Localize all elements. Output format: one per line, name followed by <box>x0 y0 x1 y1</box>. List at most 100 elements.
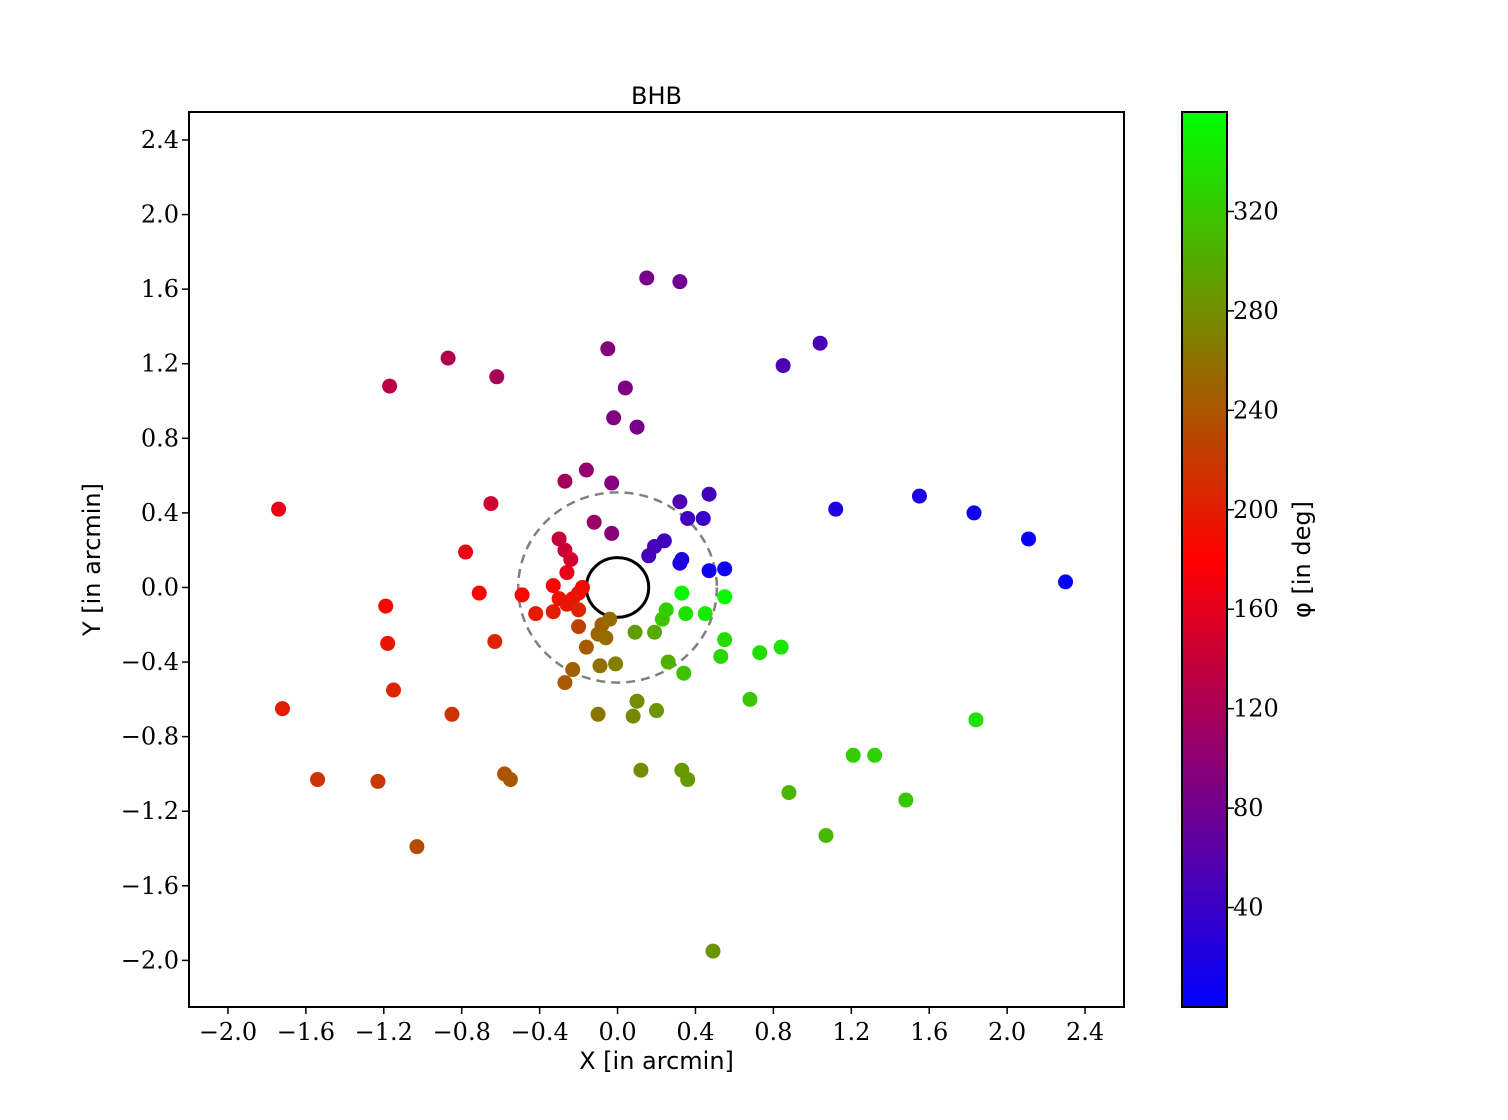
data-point <box>592 658 608 674</box>
x-tick-label: 1.6 <box>910 1018 948 1046</box>
colorbar <box>1181 111 1228 1008</box>
y-tick-label: −1.6 <box>121 872 179 900</box>
colorbar-label: φ [in deg] <box>1288 501 1316 618</box>
x-tick-label: −2.0 <box>199 1018 257 1046</box>
y-tick-label: 1.2 <box>141 350 179 378</box>
data-point <box>705 943 721 959</box>
x-tick-label: −0.4 <box>510 1018 568 1046</box>
data-point <box>578 639 594 655</box>
colorbar-tick-label: 320 <box>1233 197 1279 225</box>
data-point <box>557 473 573 489</box>
y-tick-label: 0.4 <box>141 499 179 527</box>
data-point <box>676 665 692 681</box>
x-tick-label: 0.4 <box>676 1018 714 1046</box>
data-point <box>598 630 614 646</box>
data-point <box>559 596 575 612</box>
data-point <box>968 712 984 728</box>
data-point <box>697 606 713 622</box>
data-point <box>629 419 645 435</box>
y-tick-label: 1.6 <box>141 275 179 303</box>
data-point <box>571 619 587 635</box>
data-point <box>1021 531 1037 547</box>
data-point <box>625 708 641 724</box>
data-point <box>606 410 622 426</box>
data-point <box>717 561 733 577</box>
x-axis-ticks: −2.0 −1.6 −1.2 −0.8 −0.4 0.0 0.4 0.8 1.2 1.6 2.0 2.… <box>199 1007 1104 1046</box>
data-point <box>713 648 729 664</box>
x-axis-label: X [in arcmin] <box>579 1047 734 1075</box>
data-point <box>627 624 643 640</box>
data-point <box>701 486 717 502</box>
data-point <box>752 645 768 661</box>
data-point <box>571 602 587 618</box>
colorbar-tick-label: 200 <box>1233 496 1279 524</box>
colorbar-tick-label: 80 <box>1233 794 1264 822</box>
colorbar-ticks: 40 80 120 160 200 240 280 320 <box>1227 197 1279 922</box>
data-point <box>680 510 696 526</box>
x-tick-label: −1.2 <box>355 1018 413 1046</box>
y-tick-label: 2.0 <box>141 201 179 229</box>
x-tick-label: 2.4 <box>1066 1018 1104 1046</box>
data-point <box>444 706 460 722</box>
data-point <box>701 563 717 579</box>
y-tick-label: −1.2 <box>121 797 179 825</box>
colorbar-tick-label: 280 <box>1233 297 1279 325</box>
data-point <box>275 701 290 717</box>
data-point <box>586 514 602 530</box>
data-point <box>440 350 456 366</box>
y-axis-ticks: −2.0 −1.6 −1.2 −0.8 −0.4 0.0 0.4 0.8 1.2 1.6 2.0 2.… <box>121 126 189 974</box>
data-point <box>378 598 394 614</box>
data-point <box>559 565 575 581</box>
data-point <box>647 624 663 640</box>
data-point <box>602 611 618 627</box>
data-point <box>633 762 649 778</box>
data-point <box>828 501 844 517</box>
data-point <box>557 675 573 691</box>
colorbar-tick-label: 120 <box>1233 695 1279 723</box>
data-point <box>1058 574 1074 590</box>
data-point <box>658 602 674 618</box>
data-point <box>487 634 503 650</box>
data-point <box>382 378 398 394</box>
data-point <box>310 772 326 788</box>
chart-title: BHB <box>631 82 682 110</box>
data-point <box>649 703 664 719</box>
data-point <box>545 604 561 620</box>
data-point <box>489 369 505 385</box>
data-point <box>966 505 982 521</box>
data-point <box>578 462 594 478</box>
y-tick-label: −0.8 <box>121 723 179 751</box>
data-point <box>680 772 696 788</box>
data-point <box>608 656 624 672</box>
data-point <box>695 510 711 526</box>
y-axis-label: Y [in arcmin] <box>78 483 106 637</box>
data-point <box>898 792 914 808</box>
data-point <box>775 358 791 374</box>
data-point <box>604 525 620 541</box>
solid-circle <box>584 556 651 619</box>
data-point <box>563 552 579 567</box>
data-point <box>458 544 474 560</box>
data-points <box>271 270 1074 959</box>
data-point <box>380 635 396 651</box>
data-point <box>639 270 655 286</box>
data-point <box>672 555 688 571</box>
data-point <box>845 747 861 763</box>
data-point <box>386 682 402 698</box>
data-point <box>600 341 616 357</box>
data-point <box>717 632 733 648</box>
y-tick-label: 0.0 <box>141 573 179 601</box>
data-point <box>502 772 518 788</box>
x-tick-label: 0.8 <box>754 1018 792 1046</box>
data-point <box>604 475 620 491</box>
data-point <box>818 827 834 843</box>
y-tick-label: −2.0 <box>121 946 179 974</box>
data-point <box>514 587 530 603</box>
data-point <box>911 488 927 504</box>
data-point <box>471 585 487 601</box>
x-tick-label: −0.8 <box>433 1018 491 1046</box>
data-point <box>641 548 657 564</box>
data-point <box>742 691 758 707</box>
data-point <box>672 274 688 290</box>
